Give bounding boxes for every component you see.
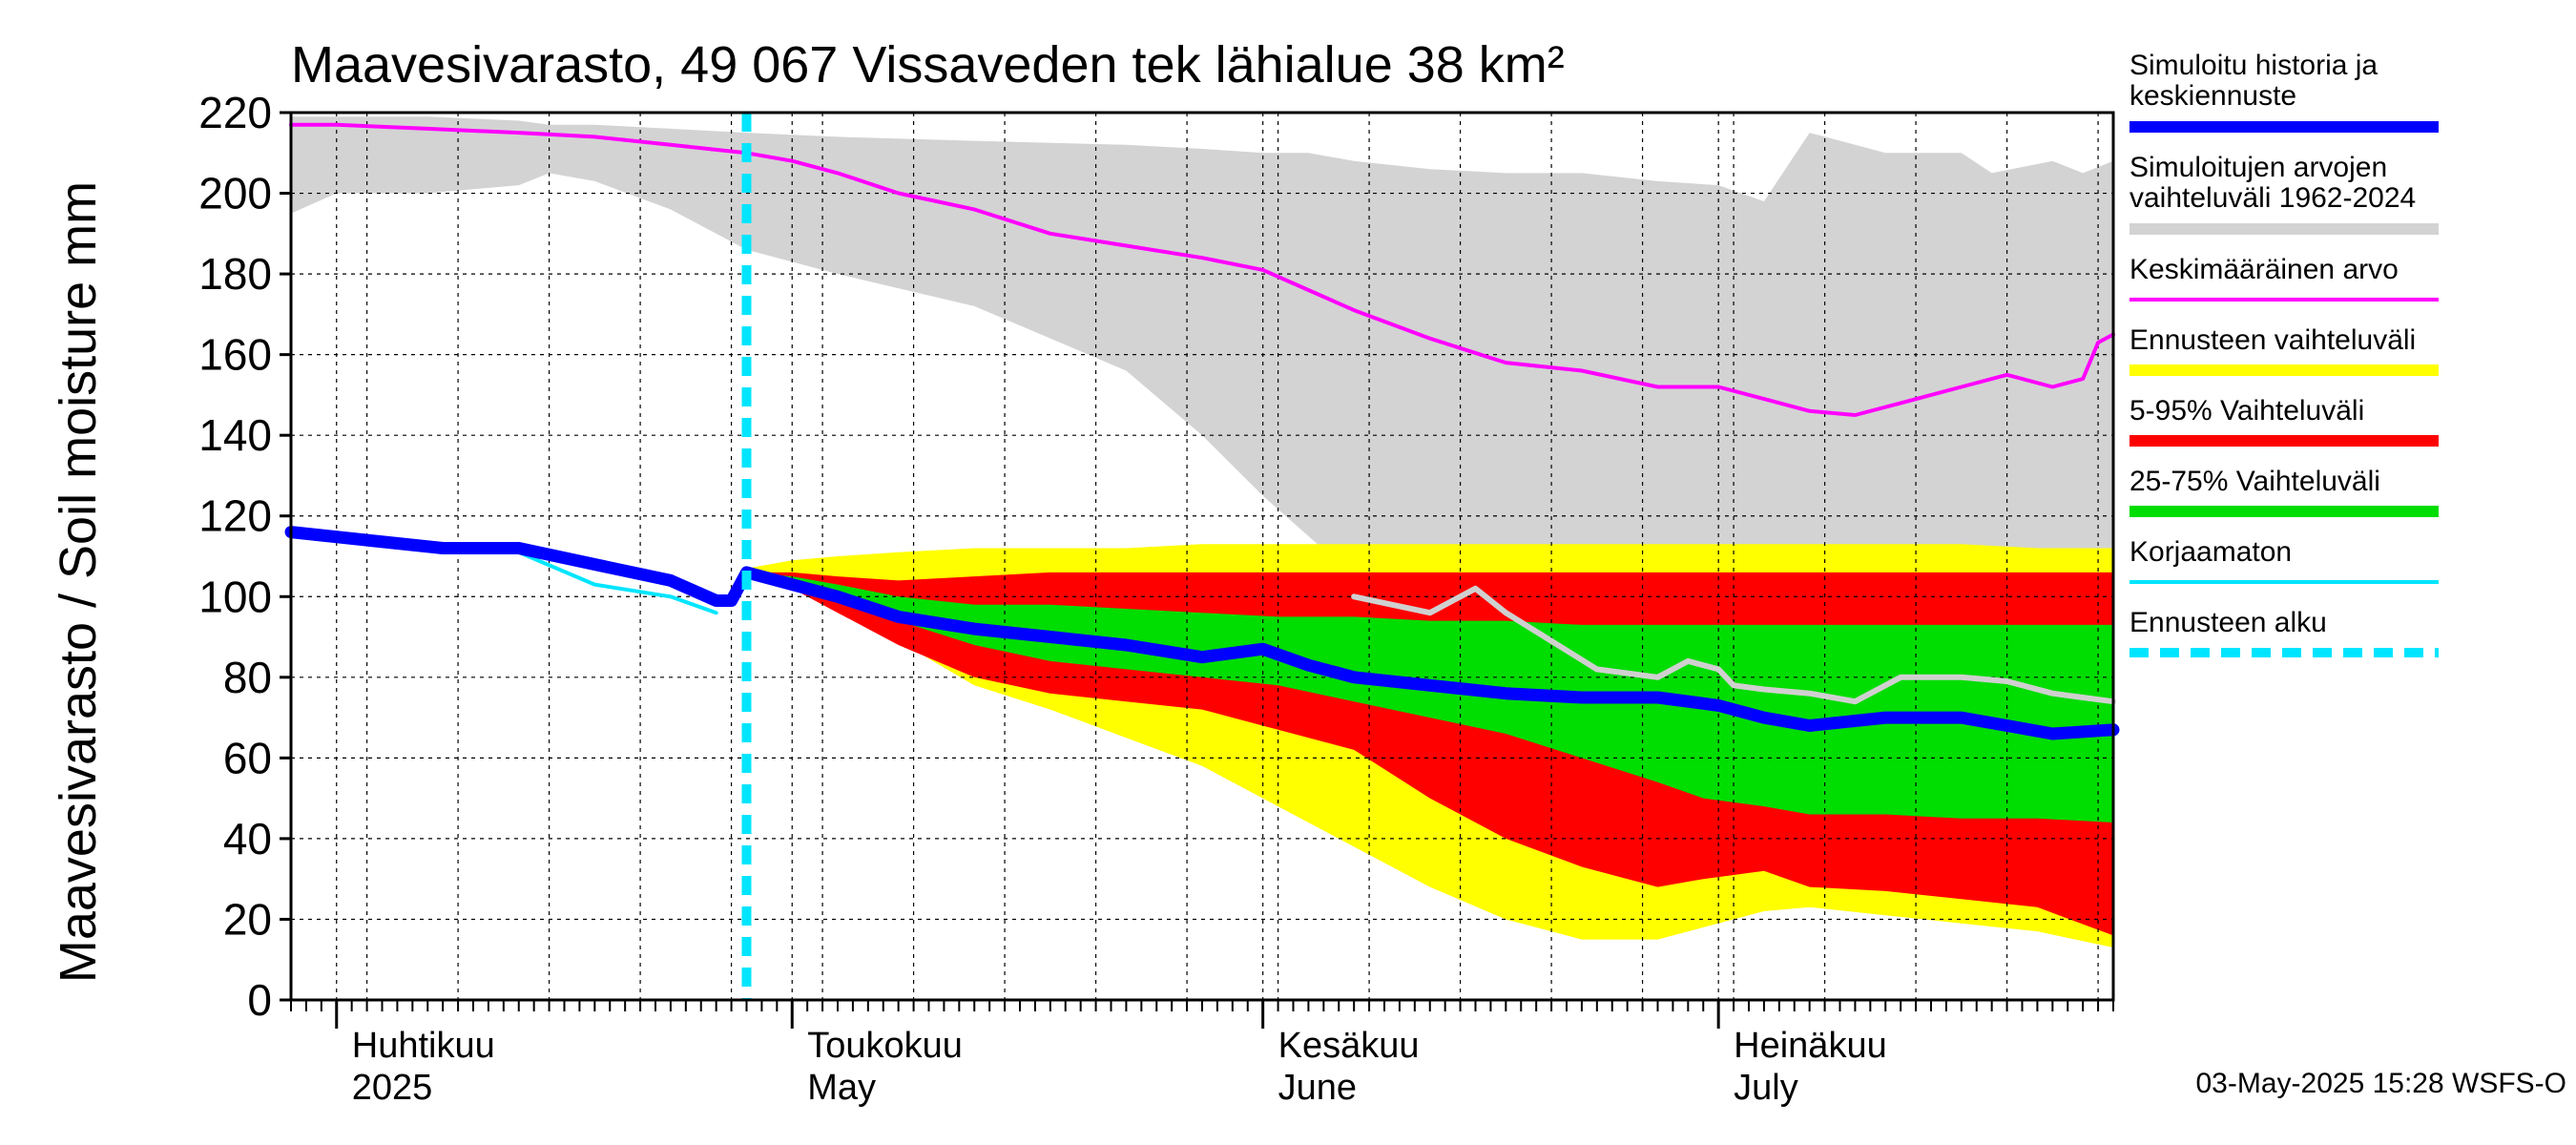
x-month-label: Toukokuu <box>807 1026 963 1066</box>
y-tick-label: 0 <box>247 975 272 1025</box>
lines-layer <box>284 113 2120 1000</box>
y-tick-label: 200 <box>198 169 272 219</box>
y-tick-label: 180 <box>198 249 272 299</box>
legend-item-label: 25-75% Vaihteluväli <box>2129 466 2380 497</box>
y-tick-label: 120 <box>198 491 272 541</box>
y-tick-label: 140 <box>198 410 272 460</box>
legend-item-label: 5-95% Vaihteluväli <box>2129 395 2364 427</box>
y-tick-label: 100 <box>198 572 272 621</box>
y-tick-label: 160 <box>198 330 272 380</box>
grid-layer <box>291 113 2113 1000</box>
legend-item-label: Ennusteen alku <box>2129 607 2327 638</box>
x-month-label: Huhtikuu <box>352 1026 495 1066</box>
legend-item-sublabel: keskiennuste <box>2129 80 2296 112</box>
timestamp-footer: 03-May-2025 15:28 WSFS-O <box>2196 1068 2567 1099</box>
x-month-sublabel: June <box>1278 1068 1357 1108</box>
y-tick-label: 40 <box>223 814 272 864</box>
x-month-sublabel: 2025 <box>352 1068 433 1108</box>
legend-item-label: Simuloitu historia ja <box>2129 50 2378 81</box>
legend-item-label: Korjaamaton <box>2129 536 2292 568</box>
x-month-sublabel: July <box>1734 1068 1798 1108</box>
x-month-sublabel: May <box>807 1068 876 1108</box>
series-line-mean <box>289 122 2115 417</box>
x-month-label: Kesäkuu <box>1278 1026 1420 1066</box>
y-tick-label: 20 <box>223 894 272 944</box>
y-tick-label: 60 <box>223 733 272 782</box>
series-line-forecast <box>284 526 2120 740</box>
legend-item-label: Ennusteen vaihteluväli <box>2129 324 2416 356</box>
legend-item-label: Keskimääräinen arvo <box>2129 254 2399 285</box>
x-month-label: Heinäkuu <box>1734 1026 1887 1066</box>
series-line-hist_line <box>1351 585 2116 705</box>
y-tick-label: 220 <box>198 88 272 137</box>
y-tick-label: 80 <box>223 653 272 702</box>
legend-item-sublabel: vaihteluväli 1962-2024 <box>2129 182 2416 214</box>
chart-title: Maavesivarasto, 49 067 Vissaveden tek lä… <box>291 36 1565 94</box>
y-axis-label: Maavesivarasto / Soil moisture mm <box>50 181 107 983</box>
y-axis: 0 20 40 60 80 100 120 140 160 180 200 220 <box>198 88 291 1025</box>
plot-area <box>284 111 2120 1002</box>
legend-item-label: Simuloitujen arvojen <box>2129 152 2387 183</box>
